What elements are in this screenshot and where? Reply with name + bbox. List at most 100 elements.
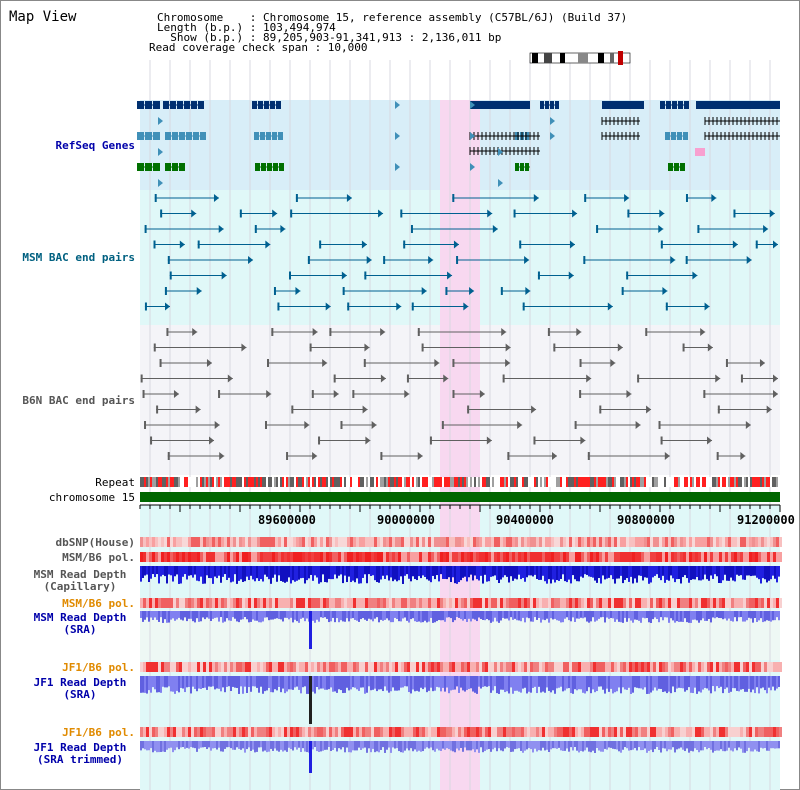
heat-cell xyxy=(479,727,482,737)
depth-bar xyxy=(534,611,536,618)
depth-bar xyxy=(768,566,770,581)
heat-cell xyxy=(335,727,338,737)
depth-bar xyxy=(494,741,496,748)
heat-cell xyxy=(578,598,581,608)
heat-cell xyxy=(707,598,710,608)
depth-bar xyxy=(504,676,506,693)
depth-bar xyxy=(758,676,760,694)
depth-bar xyxy=(774,676,776,691)
bac-end xyxy=(697,225,700,233)
depth-bar xyxy=(562,676,564,692)
repeat-mark xyxy=(694,477,696,487)
heat-cell xyxy=(617,727,620,737)
depth-bar xyxy=(174,741,176,751)
heat-cell xyxy=(140,727,143,737)
depth-bar xyxy=(548,676,550,691)
heat-cell xyxy=(434,598,437,608)
depth-bar xyxy=(642,741,644,751)
depth-bar xyxy=(354,676,356,688)
heat-cell xyxy=(416,598,419,608)
heat-cell xyxy=(218,662,221,672)
depth-bar xyxy=(720,611,722,619)
heat-cell xyxy=(563,727,566,737)
heat-cell xyxy=(485,598,488,608)
heat-cell xyxy=(770,552,773,562)
depth-bar xyxy=(146,566,148,575)
depth-bar xyxy=(472,566,474,581)
heat-cell xyxy=(641,662,644,672)
depth-bar xyxy=(360,676,362,688)
heat-cell xyxy=(716,727,719,737)
depth-bar xyxy=(570,741,572,748)
depth-bar xyxy=(728,566,730,581)
heat-cell xyxy=(539,598,542,608)
heat-cell xyxy=(674,727,677,737)
heat-cell xyxy=(605,598,608,608)
gene-arrow xyxy=(158,179,163,187)
heat-cell xyxy=(299,537,302,547)
depth-bar xyxy=(680,741,682,748)
repeat-mark xyxy=(610,477,612,487)
bac-end-arrow xyxy=(248,256,254,264)
ideogram-band xyxy=(598,53,604,63)
heat-cell xyxy=(536,727,539,737)
heat-cell xyxy=(656,662,659,672)
heat-cell xyxy=(251,552,254,562)
depth-bar xyxy=(274,741,276,749)
repeat-mark xyxy=(194,477,196,487)
repeat-mark xyxy=(466,477,468,487)
heat-cell xyxy=(596,598,599,608)
depth-bar xyxy=(476,566,478,580)
bac-end xyxy=(685,194,688,202)
depth-bar xyxy=(616,676,618,692)
repeat-mark xyxy=(536,477,538,487)
depth-bar xyxy=(676,611,678,622)
depth-bar xyxy=(430,676,432,688)
heat-cell xyxy=(704,662,707,672)
depth-bar xyxy=(180,676,182,688)
depth-bar xyxy=(312,676,314,692)
depth-bar xyxy=(726,566,728,581)
depth-bar xyxy=(158,741,160,753)
repeat-mark xyxy=(686,477,688,487)
heat-cell xyxy=(317,727,320,737)
heat-cell xyxy=(500,552,503,562)
repeat-mark xyxy=(548,477,550,487)
repeat-mark xyxy=(256,477,258,487)
repeat-mark xyxy=(640,477,642,487)
heat-cell xyxy=(185,552,188,562)
bac-end-arrow xyxy=(221,271,227,280)
heat-cell xyxy=(287,662,290,672)
heat-cell xyxy=(500,727,503,737)
heat-cell xyxy=(242,537,245,547)
heat-cell xyxy=(707,552,710,562)
repeat-mark xyxy=(632,477,634,487)
depth-bar xyxy=(306,611,308,619)
heat-cell xyxy=(503,727,506,737)
heat-cell xyxy=(713,537,716,547)
heat-cell xyxy=(296,662,299,672)
repeat-mark xyxy=(202,477,204,487)
depth-bar xyxy=(162,566,164,575)
depth-bar xyxy=(734,611,736,618)
heat-cell xyxy=(173,662,176,672)
heat-cell xyxy=(494,662,497,672)
depth-bar xyxy=(380,566,382,580)
heat-cell xyxy=(542,662,545,672)
repeat-mark xyxy=(212,477,214,487)
depth-bar xyxy=(682,676,684,689)
depth-bar xyxy=(322,611,324,618)
depth-bar xyxy=(444,741,446,750)
ideogram-band xyxy=(544,53,552,63)
heat-cell xyxy=(755,537,758,547)
gene-exon xyxy=(272,132,277,140)
depth-bar xyxy=(588,741,590,752)
gene-exon xyxy=(671,132,676,140)
heat-cell xyxy=(401,598,404,608)
heat-cell xyxy=(323,537,326,547)
repeat-mark xyxy=(508,477,510,487)
heat-cell xyxy=(698,598,701,608)
heat-cell xyxy=(287,727,290,737)
heat-cell xyxy=(560,552,563,562)
